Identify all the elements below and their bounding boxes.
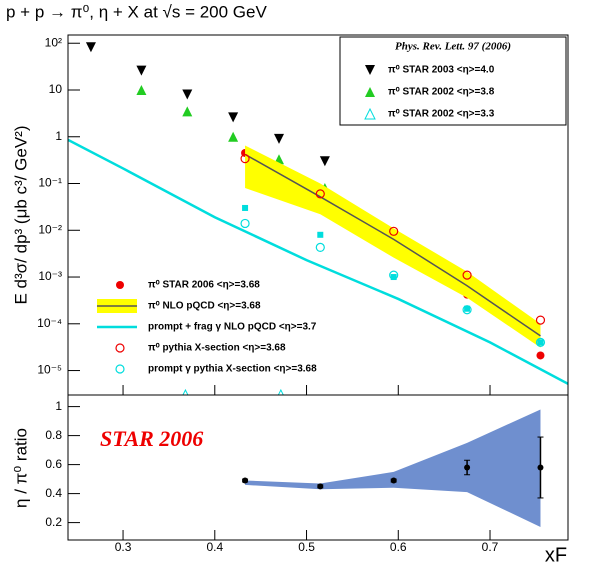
y-tick-label: 1 xyxy=(55,129,62,143)
marker xyxy=(228,112,239,123)
x-tick-label: 0.7 xyxy=(482,540,499,554)
marker xyxy=(319,156,330,167)
y-tick-label: 1 xyxy=(55,399,62,413)
marker xyxy=(240,154,250,164)
plot-area xyxy=(242,409,544,527)
marker xyxy=(315,242,325,253)
legend-label: prompt + frag γ NLO pQCD <η>=3.7 xyxy=(148,322,317,333)
marker xyxy=(136,65,147,76)
marker xyxy=(182,106,193,117)
marker xyxy=(240,218,250,229)
marker xyxy=(115,343,125,353)
legend-label: prompt γ pythia X-section <η>=3.68 xyxy=(148,364,317,375)
legend-label: π⁰ NLO pQCD <η>=3.68 xyxy=(148,301,261,312)
x-tick-label: 0.5 xyxy=(298,540,315,554)
x-tick-label: 0.6 xyxy=(390,540,407,554)
marker xyxy=(317,483,324,490)
marker xyxy=(365,87,375,97)
marker xyxy=(315,189,325,199)
y-tick-label: 10² xyxy=(45,35,62,49)
y-tick-label: 0.2 xyxy=(45,515,62,529)
y-tick-label: 10⁻⁴ xyxy=(37,316,62,330)
marker xyxy=(390,477,397,484)
y-tick-label: 0.4 xyxy=(45,486,62,500)
legend-label: π⁰ pythia X-section <η>=3.68 xyxy=(148,343,286,354)
chart-title: p + p → π⁰, η + X at √s = 200 GeV xyxy=(6,2,267,21)
marker xyxy=(317,231,324,238)
y-tick-label: 10⁻² xyxy=(38,222,62,236)
marker xyxy=(182,89,193,100)
marker xyxy=(462,270,472,280)
marker xyxy=(535,337,546,347)
band xyxy=(245,145,541,348)
marker xyxy=(537,339,544,346)
y-tick-label: 10 xyxy=(49,82,63,96)
marker xyxy=(242,204,249,211)
annotation: STAR 2006 xyxy=(100,426,203,451)
marker xyxy=(389,226,399,236)
x-axis-label: xF xyxy=(545,544,567,566)
marker xyxy=(364,107,376,120)
legend-box xyxy=(339,36,567,126)
line xyxy=(68,138,568,385)
marker xyxy=(242,477,249,484)
marker xyxy=(228,131,239,142)
legend-label: π⁰ STAR 2006 <η>=3.68 xyxy=(148,280,260,291)
legend-label: π⁰ STAR 2002 <η>=3.8 xyxy=(388,87,495,98)
y-tick-label: 0.6 xyxy=(45,457,62,471)
line xyxy=(244,153,541,337)
x-tick-label: 0.3 xyxy=(115,540,132,554)
y-tick-label: 0.8 xyxy=(45,428,62,442)
y-tick-label: 10⁻¹ xyxy=(38,176,62,190)
marker xyxy=(537,464,544,471)
marker xyxy=(365,65,375,75)
x-tick-label: 0.4 xyxy=(206,540,223,554)
marker xyxy=(464,305,471,312)
plot-area xyxy=(68,42,568,395)
legend-label: π⁰ STAR 2003 <η>=4.0 xyxy=(388,65,495,76)
y-tick-label: 10⁻³ xyxy=(38,269,62,283)
marker xyxy=(115,364,125,374)
marker xyxy=(136,84,147,95)
y-axis-label: η / π⁰ ratio xyxy=(11,428,30,508)
marker xyxy=(274,133,285,144)
band xyxy=(245,409,541,527)
marker xyxy=(85,42,96,53)
y-axis-label: E d³σ/ dp³ (μb c³/ GeV²) xyxy=(11,126,30,305)
y-tick-label: 10⁻⁵ xyxy=(37,363,62,377)
marker xyxy=(464,464,471,471)
marker xyxy=(462,305,472,315)
legend-label: π⁰ STAR 2002 <η>=3.3 xyxy=(388,109,495,120)
marker xyxy=(536,351,545,360)
marker xyxy=(390,274,397,281)
frame xyxy=(67,394,569,541)
marker xyxy=(116,281,124,289)
marker xyxy=(535,315,546,325)
legend-header: Phys. Rev. Lett. 97 (2006) xyxy=(395,41,511,53)
